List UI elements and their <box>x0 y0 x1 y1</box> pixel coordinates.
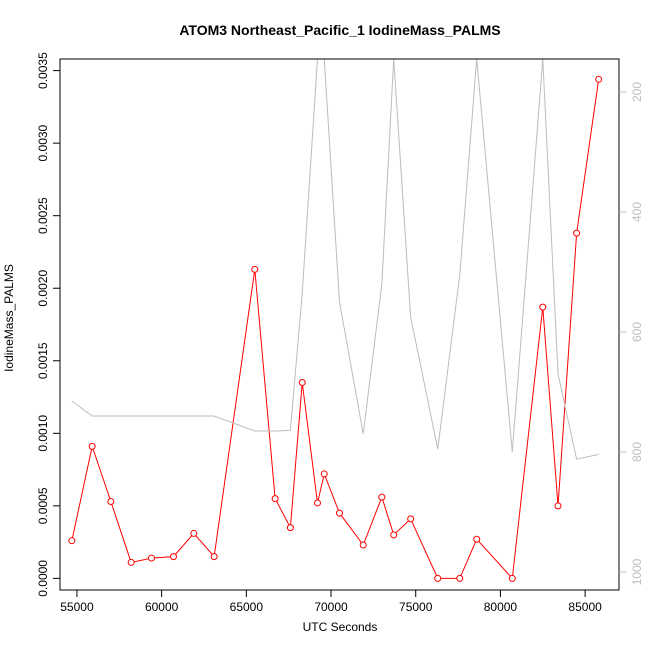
x-tick-label-0: 55000 <box>60 600 94 614</box>
series-0-point-5 <box>169 553 177 561</box>
series-0-point-16 <box>378 493 386 501</box>
series-0-point-18 <box>407 515 415 523</box>
plot-area: 55000 60000 65000 70000 75000 80000 85000 0.000… <box>36 52 644 614</box>
series-0-point-15 <box>359 541 367 549</box>
y-tick-label-1: 0.0005 <box>36 487 50 524</box>
y2-tick-label-4: 1000 <box>630 558 644 585</box>
series-0-point-22 <box>508 574 516 582</box>
y-axis-label: IodineMass_PALMS <box>2 264 16 372</box>
series-0-point-14 <box>336 509 343 517</box>
x-tick-label-5: 80000 <box>484 600 518 614</box>
series-0-point-10 <box>286 524 294 532</box>
series-0-point-26 <box>595 75 603 83</box>
series-0-point-8 <box>251 265 259 273</box>
series-1-group <box>71 59 599 460</box>
series-0-point-2 <box>107 498 115 505</box>
series-0-point-20 <box>456 574 464 582</box>
x-axis-label: UTC Seconds <box>303 620 378 634</box>
series-0-point-11 <box>298 379 306 387</box>
series-0-point-3 <box>127 558 135 566</box>
x-tick-label-3: 70000 <box>314 600 348 614</box>
series-0-point-6 <box>190 529 198 537</box>
series-0-point-9 <box>271 495 279 503</box>
y-tick-label-5: 0.0025 <box>36 197 50 234</box>
series-0-point-23 <box>539 303 547 311</box>
series-0-line <box>71 79 600 580</box>
series-0-point-19 <box>434 574 442 582</box>
x-tick-label-6: 85000 <box>568 600 602 614</box>
y2-tick-label-1: 400 <box>630 202 644 222</box>
series-0-point-1 <box>88 442 96 450</box>
x-tick-label-1: 60000 <box>145 600 179 614</box>
y-tick-label-7: 0.0035 <box>36 52 50 89</box>
chart-title: ATOM3 Northeast_Pacific_1 IodineMass_PAL… <box>179 22 500 38</box>
y-tick-label-4: 0.0020 <box>36 270 50 307</box>
series-0-point-24 <box>554 502 562 510</box>
x-tick-label-2: 65000 <box>230 600 264 614</box>
series-0-group <box>68 75 603 582</box>
y2-tick-label-3: 800 <box>630 442 644 462</box>
series-0-point-13 <box>320 470 328 478</box>
y2-tick-label-2: 600 <box>630 322 644 342</box>
plot-frame <box>59 58 620 591</box>
y-tick-label-6: 0.0030 <box>36 124 50 161</box>
series-0-point-0 <box>68 537 76 545</box>
series-0-point-12 <box>313 499 321 507</box>
series-1-line <box>71 59 599 460</box>
y2-tick-label-0: 200 <box>630 82 644 102</box>
x-tick-label-4: 75000 <box>399 600 433 614</box>
y-tick-label-3: 0.0015 <box>36 342 50 379</box>
y-tick-label-2: 0.0010 <box>36 415 50 452</box>
series-0-point-25 <box>573 229 581 237</box>
y-tick-label-0: 0.0000 <box>36 560 50 597</box>
series-0-point-7 <box>210 553 218 561</box>
series-0-point-17 <box>390 531 398 539</box>
series-0-point-21 <box>473 535 481 543</box>
series-0-point-4 <box>147 554 155 562</box>
